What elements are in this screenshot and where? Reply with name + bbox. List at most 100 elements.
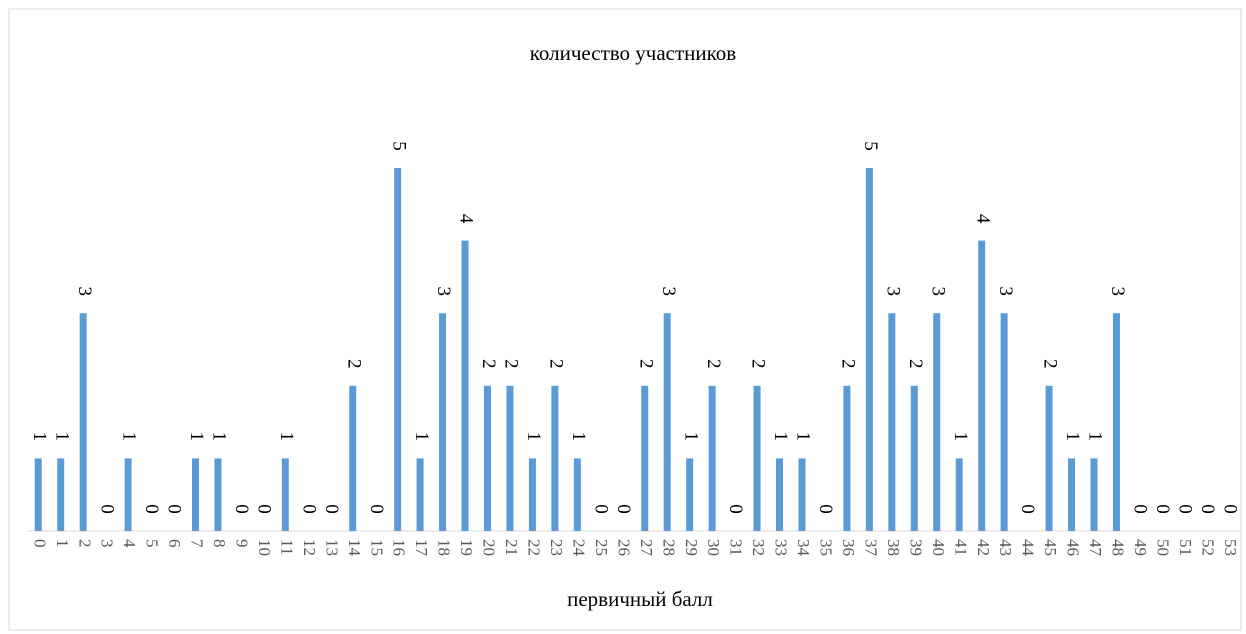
bar (506, 385, 514, 531)
data-label: 0 (1017, 504, 1038, 514)
data-label: 1 (29, 432, 50, 442)
bar (663, 313, 671, 531)
x-tick-label: 13 (322, 539, 341, 556)
bar (641, 385, 649, 531)
x-tick-label: 10 (255, 539, 274, 556)
bar (910, 385, 918, 531)
x-tick-label: 38 (884, 539, 903, 556)
x-tick-label: 23 (547, 539, 566, 556)
x-tick-label: 5 (143, 539, 162, 548)
data-label: 0 (141, 504, 162, 514)
bar (686, 458, 694, 531)
data-label: 1 (793, 432, 814, 442)
x-tick-label: 18 (435, 539, 454, 556)
data-label: 3 (882, 286, 903, 296)
bar (888, 313, 896, 531)
bar (1000, 313, 1008, 531)
data-label: 1 (119, 432, 140, 442)
x-axis-title: первичный балл (567, 587, 713, 611)
data-label: 1 (209, 432, 230, 442)
bar (1112, 313, 1120, 531)
x-tick-label: 50 (1153, 539, 1172, 556)
data-label: 0 (1152, 504, 1173, 514)
x-tick-label: 39 (906, 539, 925, 556)
data-label: 0 (613, 504, 634, 514)
data-label: 1 (950, 432, 971, 442)
x-tick-label: 6 (165, 539, 184, 548)
x-tick-label: 30 (704, 539, 723, 556)
data-label: 0 (1197, 504, 1218, 514)
x-tick-label: 8 (210, 539, 229, 548)
data-label: 1 (770, 432, 791, 442)
x-tick-label: 33 (772, 539, 791, 556)
x-tick-label: 28 (659, 539, 678, 556)
data-label: 0 (231, 504, 252, 514)
data-label: 5 (860, 141, 881, 151)
x-tick-label: 45 (1041, 539, 1060, 556)
data-label: 1 (680, 432, 701, 442)
data-label: 0 (1130, 504, 1151, 514)
x-tick-label: 44 (1019, 539, 1038, 557)
x-tick-label: 37 (861, 539, 880, 557)
x-tick-label: 26 (614, 539, 633, 556)
bar (776, 458, 784, 531)
data-label: 3 (995, 286, 1016, 296)
data-label: 0 (298, 504, 319, 514)
data-label: 0 (1174, 504, 1195, 514)
data-label: 1 (51, 432, 72, 442)
x-tick-label: 53 (1221, 539, 1240, 556)
x-tick-label: 0 (30, 539, 49, 548)
bar (124, 458, 132, 531)
x-tick-label: 51 (1176, 539, 1195, 556)
x-tick-label: 36 (839, 539, 858, 556)
x-tick-label: 16 (390, 539, 409, 556)
x-tick-label: 7 (188, 539, 207, 548)
bar (933, 313, 941, 531)
chart-border (8, 8, 1242, 631)
x-tick-label: 31 (727, 539, 746, 556)
bar (1045, 385, 1053, 531)
bar (349, 385, 357, 531)
bar (551, 385, 559, 531)
bar (483, 385, 491, 531)
bar (439, 313, 447, 531)
data-label: 3 (74, 286, 95, 296)
bar (798, 458, 806, 531)
bar (214, 458, 222, 531)
data-label: 2 (748, 359, 769, 369)
bar (191, 458, 199, 531)
x-tick-label: 19 (457, 539, 476, 556)
bar (79, 313, 87, 531)
data-label: 0 (366, 504, 387, 514)
x-tick-label: 25 (592, 539, 611, 556)
bar (461, 240, 469, 531)
data-label: 2 (1040, 359, 1061, 369)
x-tick-label: 12 (300, 539, 319, 556)
x-tick-label: 42 (974, 539, 993, 556)
data-label: 0 (164, 504, 185, 514)
x-tick-label: 29 (682, 539, 701, 556)
data-label: 1 (1085, 432, 1106, 442)
data-label: 2 (478, 359, 499, 369)
x-tick-label: 24 (569, 539, 588, 557)
bar (708, 385, 716, 531)
bar (281, 458, 289, 531)
x-tick-label: 40 (929, 539, 948, 556)
data-label: 0 (725, 504, 746, 514)
x-tick-label: 27 (637, 539, 656, 557)
data-label: 1 (411, 432, 432, 442)
data-label: 3 (927, 286, 948, 296)
data-label: 2 (343, 359, 364, 369)
data-label: 1 (186, 432, 207, 442)
x-tick-label: 49 (1131, 539, 1150, 556)
data-label: 0 (1219, 504, 1240, 514)
data-label: 0 (321, 504, 342, 514)
data-label: 5 (388, 141, 409, 151)
data-label: 2 (546, 359, 567, 369)
bar (528, 458, 536, 531)
data-label: 4 (972, 214, 993, 224)
data-label: 1 (276, 432, 297, 442)
bar (1068, 458, 1076, 531)
data-label: 3 (1107, 286, 1128, 296)
